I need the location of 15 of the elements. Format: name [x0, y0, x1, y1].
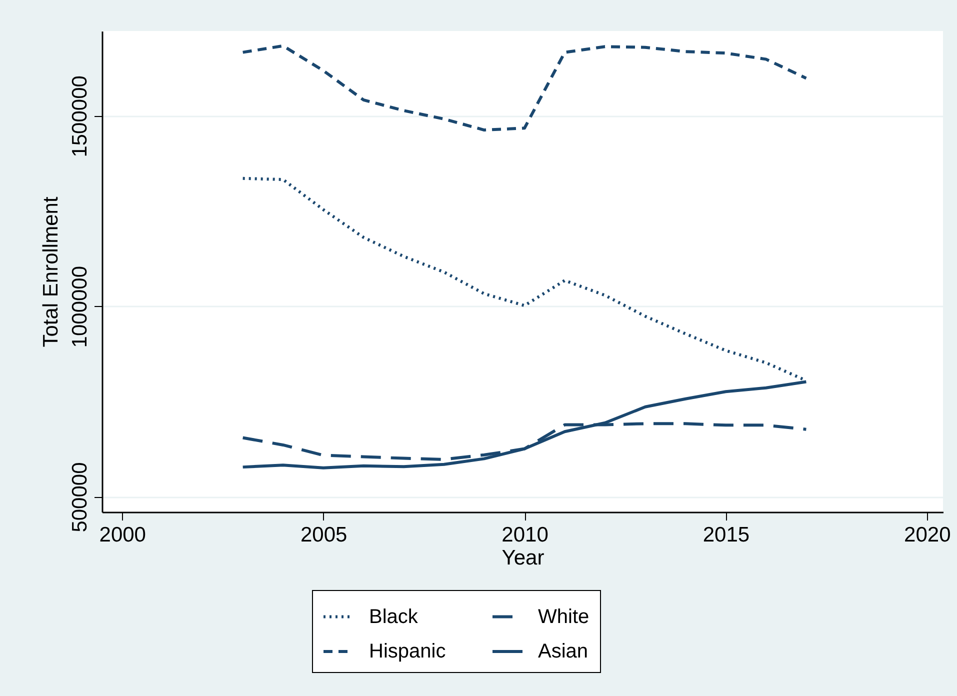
y-tick-label: 1000000 [68, 266, 92, 348]
x-axis-title: Year [502, 546, 544, 570]
y-tick-label: 500000 [68, 462, 92, 532]
x-tick-label: 2015 [702, 524, 750, 546]
legend-label: White [538, 606, 590, 628]
x-tick-label: 2010 [502, 524, 548, 546]
line-series [241, 44, 808, 132]
x-tick-label: 2000 [99, 524, 146, 546]
x-tick-label: 2020 [904, 524, 951, 546]
y-tick-label: 1500000 [68, 76, 92, 158]
y-axis-title: Total Enrollment [40, 196, 62, 348]
legend-label: Black [369, 606, 419, 628]
legend-label: Hispanic [369, 640, 446, 662]
legend-label: Asian [538, 640, 588, 662]
x-tick-label: 2005 [300, 524, 348, 546]
